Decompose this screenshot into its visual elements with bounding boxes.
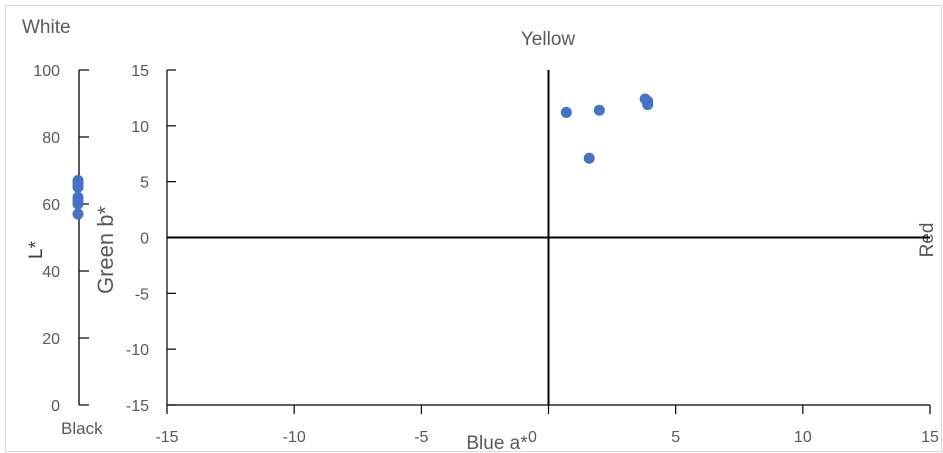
lstar-tick-label: 20 (42, 331, 60, 348)
ab-y-tick-label: 5 (140, 175, 149, 192)
ab-point (583, 152, 595, 164)
lstar-tick-label: 40 (42, 264, 60, 281)
ab-point (593, 104, 605, 116)
ab-x-tick-label: 10 (794, 429, 812, 446)
lstar-axis-title: L* (26, 240, 47, 259)
lstar-tick-label: 60 (42, 197, 60, 214)
ab-x-axis-title: Blue a* (466, 433, 528, 453)
ab-point (560, 106, 572, 118)
lstar-point (72, 208, 84, 220)
ab-y-tick-label: -15 (126, 398, 149, 415)
ab-y-axis-title: Green b* (93, 206, 118, 294)
ab-top-label: Yellow (521, 29, 576, 50)
ab-x-tick-label: -15 (155, 429, 178, 446)
ab-point (642, 99, 654, 111)
ab-x-tick-label: 0 (528, 429, 537, 446)
ab-y-tick-label: 0 (140, 231, 149, 248)
lstar-point (72, 181, 84, 193)
lstar-bottom-label: Black (61, 419, 103, 438)
ab-y-tick-label: -5 (135, 286, 149, 303)
lstar-tick-label: 100 (33, 63, 60, 80)
ab-right-label: Red (917, 223, 938, 258)
lstar-point (72, 198, 84, 210)
ab-x-tick-label: 15 (921, 429, 939, 446)
ab-x-tick-label: -10 (283, 429, 306, 446)
ab-y-tick-label: 10 (131, 119, 149, 136)
ab-x-tick-label: -5 (414, 429, 428, 446)
lstar-tick-label: 80 (42, 130, 60, 147)
chart-area (5, 5, 942, 452)
lstar-tick-label: 0 (51, 398, 60, 415)
lstar-top-label: White (22, 17, 71, 38)
ab-y-tick-label: -10 (126, 342, 149, 359)
ab-x-tick-label: 5 (671, 429, 680, 446)
ab-y-tick-label: 15 (131, 63, 149, 80)
